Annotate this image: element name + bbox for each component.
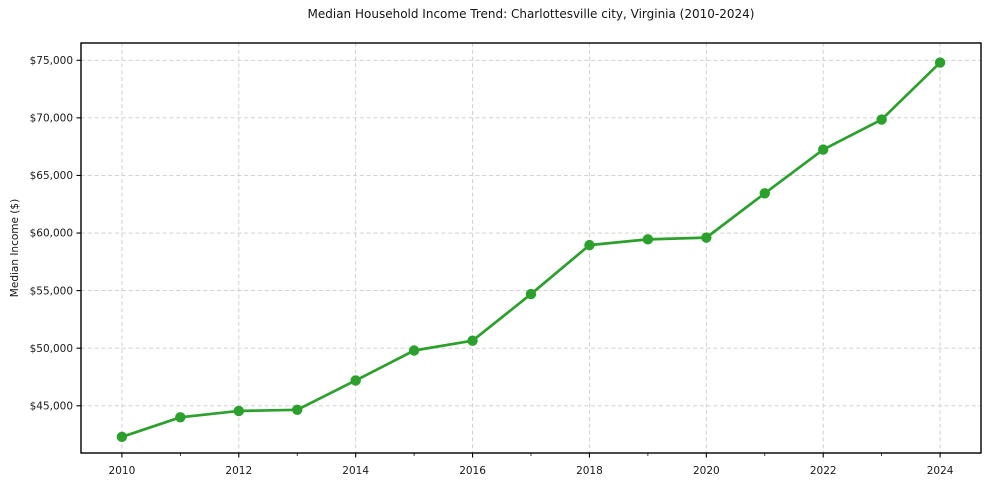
x-tick-label: 2012	[225, 465, 252, 477]
y-tick-label: $45,000	[30, 400, 73, 412]
data-point-marker	[175, 412, 186, 423]
data-point-marker	[408, 345, 420, 356]
data-point-marker	[233, 405, 244, 417]
data-point-marker	[350, 375, 361, 386]
data-point-marker	[876, 114, 887, 125]
x-tick-label: 2010	[109, 465, 136, 477]
x-tick-label: 2020	[693, 465, 720, 477]
data-point-marker	[584, 239, 595, 251]
data-point-marker	[642, 234, 654, 245]
chart-title: Median Household Income Trend: Charlotte…	[307, 7, 755, 21]
x-tick-label: 2024	[927, 465, 954, 477]
data-point-marker	[759, 188, 770, 199]
plot-border	[80, 42, 982, 454]
data-point-marker	[701, 232, 712, 243]
y-tick-label: $75,000	[30, 55, 73, 67]
y-tick-label: $60,000	[30, 228, 73, 240]
y-tick-label: $70,000	[30, 113, 73, 125]
y-tick-label: $65,000	[30, 170, 73, 182]
trend-line	[120, 61, 942, 439]
y-axis-label: Median Income ($)	[9, 198, 21, 298]
data-point-marker	[467, 335, 478, 346]
y-tick-label: $55,000	[30, 285, 73, 297]
data-point-marker	[116, 431, 128, 443]
data-point-marker	[818, 144, 829, 155]
data-point-marker	[525, 288, 537, 300]
x-tick-label: 2014	[342, 465, 369, 477]
y-tick-label: $50,000	[30, 343, 73, 355]
x-tick-label: 2018	[576, 465, 603, 477]
x-tick-label: 2022	[810, 465, 837, 477]
data-point-marker	[292, 404, 303, 416]
x-tick-label: 2016	[459, 465, 486, 477]
data-point-marker	[934, 57, 946, 68]
